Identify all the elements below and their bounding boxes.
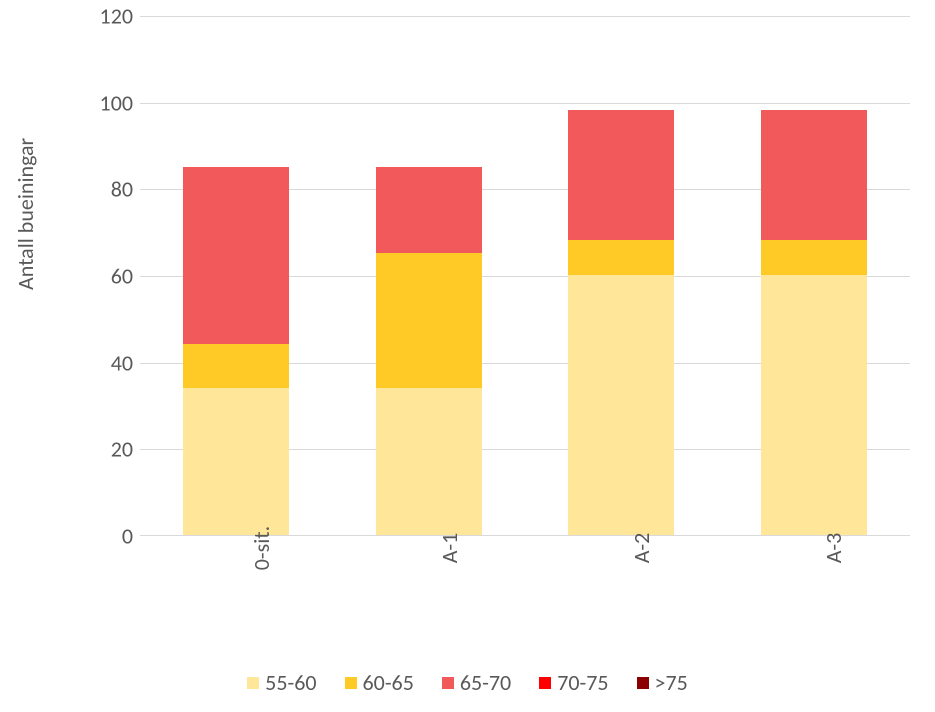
x-tick-a-3: A-3 [820,533,847,563]
segment-65-70 [376,167,482,254]
bar-a-3 [761,110,867,535]
legend-item-55-60: 55-60 [247,669,316,696]
x-tick-a-1: A-1 [436,533,463,563]
legend-item-60-65: 60-65 [345,669,414,696]
x-tick-a-2: A-2 [628,533,655,563]
chart-container: Antall bueiningar 0 20 40 60 80 100 120 [0,0,935,712]
y-tick-120: 120 [73,3,133,30]
segment-65-70 [183,167,289,345]
plot-area [140,16,910,536]
y-tick-80: 80 [73,176,133,203]
segment-55-60 [376,388,482,535]
segment-55-60 [183,388,289,535]
segment-65-70 [761,110,867,240]
legend-label: 70-75 [557,669,608,696]
legend-swatch [637,677,649,689]
legend-label: 65-70 [460,669,511,696]
legend-swatch [539,677,551,689]
segment-60-65 [568,240,674,275]
legend-label: 60-65 [363,669,414,696]
bars-group [140,16,910,535]
y-tick-100: 100 [73,90,133,117]
segment-60-65 [183,344,289,387]
legend-item-65-70: 65-70 [442,669,511,696]
bar-a-2 [568,110,674,535]
segment-55-60 [761,275,867,535]
y-tick-60: 60 [73,263,133,290]
y-tick-20: 20 [73,436,133,463]
bar-0-sit [183,167,289,535]
segment-55-60 [568,275,674,535]
legend-item-gt75: >75 [637,669,688,696]
segment-65-70 [568,110,674,240]
legend-label: >75 [655,669,688,696]
y-axis-label: Antall bueiningar [12,138,39,290]
y-tick-0: 0 [73,523,133,550]
legend-label: 55-60 [265,669,316,696]
segment-60-65 [761,240,867,275]
x-tick-0-sit: 0-sit. [248,526,275,570]
legend-item-70-75: 70-75 [539,669,608,696]
legend-swatch [442,677,454,689]
legend-swatch [247,677,259,689]
bar-a-1 [376,167,482,535]
segment-60-65 [376,253,482,387]
legend: 55-60 60-65 65-70 70-75 >75 [0,669,935,696]
legend-swatch [345,677,357,689]
y-tick-40: 40 [73,350,133,377]
